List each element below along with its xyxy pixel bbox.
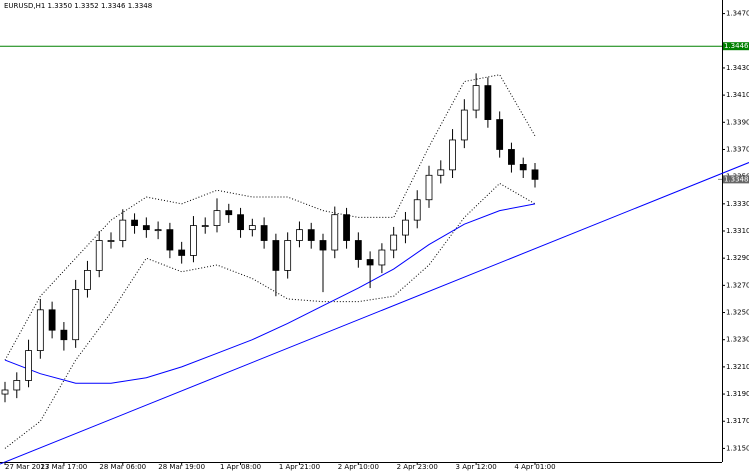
x-tick-label: 4 Apr 01:00 [514,463,555,471]
candle-body [72,289,80,341]
upper-band [4,74,536,361]
moving-average [4,203,536,384]
candle-body [484,85,492,120]
candle-body [119,219,127,241]
candle-body [354,240,362,260]
candle-body [449,139,456,171]
candle-body [366,259,374,266]
candle-body [402,219,409,236]
candle-body [48,309,56,331]
candle-body [201,225,209,227]
bid-price-box [723,175,749,184]
candle-body [60,329,68,341]
candle-body [248,225,256,231]
y-tick-label: 1.3290 [726,254,749,262]
candle-body [272,240,280,271]
hline-price-box [723,42,749,51]
candle-body [378,249,386,266]
candle-body [225,210,233,216]
candle-body [36,309,44,351]
candle-body [413,199,421,221]
candle-body [166,229,174,251]
candle-body [425,174,433,201]
y-tick-label: 1.3370 [726,145,749,153]
x-tick-label: 1 Apr 08:00 [220,463,261,471]
trendline [0,162,749,465]
candle-body [531,169,539,180]
y-tick-label: 1.3230 [726,336,749,344]
y-tick-label: 1.3410 [726,91,749,99]
x-tick-label: 2 Apr 23:00 [397,463,438,471]
candle-body [496,119,504,150]
chart-title: EURUSD,H1 1.3350 1.3352 1.3346 1.3348 [4,2,152,10]
candle-body [307,229,315,241]
candle-body [460,109,468,141]
candle-body [107,240,115,242]
candle-body [284,240,292,271]
x-tick-label: 28 Mar 19:00 [158,463,205,471]
candle-body [142,225,150,231]
x-tick-label: 28 Mar 06:00 [99,463,146,471]
y-tick-label: 1.3150 [726,444,749,452]
lower-band [4,182,536,449]
candle-body [178,249,186,256]
candle-body [472,85,480,111]
candle-body [437,169,445,176]
y-tick-label: 1.3190 [726,390,749,398]
candle-body [390,234,398,251]
y-tick-label: 1.3270 [726,281,749,289]
candle-body [296,229,303,241]
y-tick-label: 1.3250 [726,309,749,317]
candle-body [508,149,515,165]
candle-body [319,240,327,251]
x-tick-label: 2 Apr 10:00 [338,463,379,471]
candle-body [343,214,350,241]
x-tick-label: 27 Mar 17:00 [41,463,88,471]
candle-body [84,270,91,290]
candle-body [25,350,32,381]
bid-price-label: 1.3348 [724,175,749,183]
hline-price-label: 1.3446 [724,42,749,50]
candle-body [13,380,21,391]
candle-body [131,219,138,226]
x-tick-label: 3 Apr 12:00 [456,463,497,471]
candle-body [95,240,103,271]
candle-body [237,214,244,231]
x-tick-label: 27 Mar 2013 [5,463,49,471]
candle-body [190,225,197,256]
candle-body [213,210,221,226]
y-tick-label: 1.3330 [726,200,749,208]
candle-body [260,225,268,241]
y-tick-label: 1.3310 [726,227,749,235]
candle-body [331,214,339,251]
candle-body [519,164,527,171]
candle-body [154,229,162,232]
x-tick-label: 1 Apr 21:00 [279,463,320,471]
candle-body [1,389,9,395]
y-tick-label: 1.3430 [726,64,749,72]
y-tick-label: 1.3170 [726,417,749,425]
y-tick-label: 1.3390 [726,118,749,126]
y-tick-label: 1.3470 [726,10,749,18]
y-tick-label: 1.3210 [726,363,749,371]
